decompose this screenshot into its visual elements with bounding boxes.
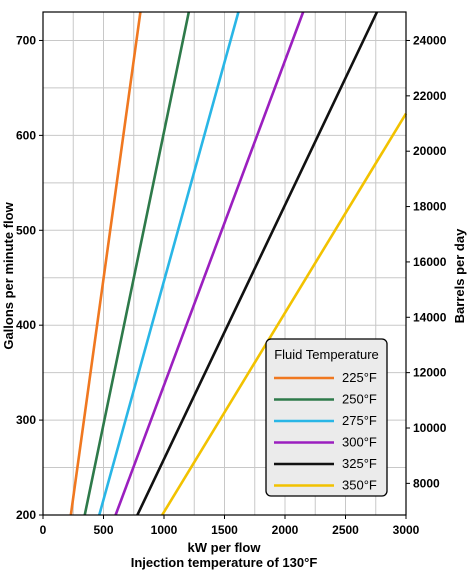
x-tick-label: 2000: [272, 523, 299, 537]
y-right-tick-label: 8000: [413, 476, 440, 490]
legend-entry-label: 350°F: [342, 478, 377, 493]
y-axis-right-ticks: 8000 10000 12000 14000 16000 18000 20000 22000 2…: [406, 33, 447, 490]
chart-subtitle: Injection temperature of 130°F: [131, 555, 318, 570]
series-line: [69, 11, 142, 516]
legend-title: Fluid Temperature: [274, 347, 379, 362]
y-right-tick-label: 18000: [413, 200, 447, 214]
legend-entry-label: 325°F: [342, 456, 377, 471]
y-axis-left-ticks: 200 300 400 500 600 700: [16, 33, 43, 522]
y-left-tick-label: 600: [16, 128, 36, 142]
x-axis-label: kW per flow: [188, 540, 262, 555]
x-tick-label: 500: [93, 523, 113, 537]
y-right-tick-label: 16000: [413, 255, 447, 269]
y-right-tick-label: 20000: [413, 144, 447, 158]
y-left-tick-label: 700: [16, 33, 36, 47]
series-line: [98, 11, 240, 516]
legend-entry-label: 250°F: [342, 392, 377, 407]
x-tick-label: 1000: [151, 523, 178, 537]
x-tick-label: 3000: [393, 523, 420, 537]
y-right-tick-label: 22000: [413, 89, 447, 103]
series-line: [136, 11, 379, 516]
legend: Fluid Temperature 225°F 250°F 275°F 300°F 325…: [265, 338, 388, 497]
y-axis-right-label: Barrels per day: [452, 228, 467, 323]
legend-entry-label: 275°F: [342, 413, 377, 428]
y-axis-left-label: Gallons per minute flow: [1, 201, 16, 349]
series-line: [114, 11, 305, 516]
legend-entry-label: 300°F: [342, 435, 377, 450]
y-right-tick-label: 12000: [413, 366, 447, 380]
y-left-tick-label: 500: [16, 223, 36, 237]
x-tick-label: 1500: [211, 523, 238, 537]
series-line: [83, 11, 191, 516]
series-line: [161, 112, 408, 516]
y-left-tick-label: 400: [16, 318, 36, 332]
x-axis-ticks: 0 500 1000 1500 2000 2500 3000: [40, 515, 420, 537]
y-right-tick-label: 14000: [413, 310, 447, 324]
y-right-tick-label: 10000: [413, 421, 447, 435]
y-left-tick-label: 200: [16, 508, 36, 522]
legend-entry-label: 225°F: [342, 370, 377, 385]
y-left-tick-label: 300: [16, 413, 36, 427]
x-tick-label: 0: [40, 523, 47, 537]
x-tick-label: 2500: [332, 523, 359, 537]
series-lines: [69, 11, 408, 516]
y-right-tick-label: 24000: [413, 33, 447, 47]
